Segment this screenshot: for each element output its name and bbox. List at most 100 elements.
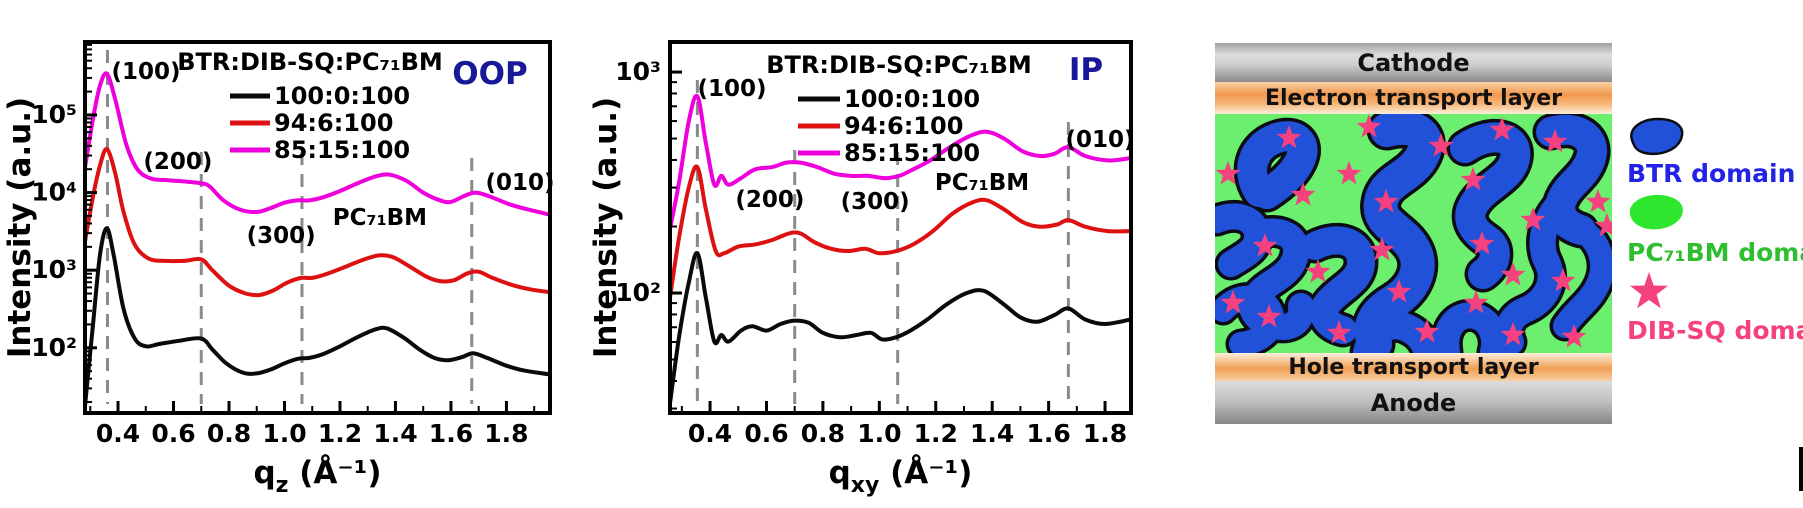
- oop-curves: [87, 71, 548, 407]
- dibsq-star-icon: [1630, 272, 1668, 309]
- ip-annotation-4: (010): [1065, 127, 1134, 153]
- dibsq-star-23: [1414, 319, 1440, 343]
- electron-transport-layer: Electron transport layer: [1215, 82, 1612, 114]
- oop-x-tick-label-1: 0.6: [151, 419, 195, 448]
- dibsq-star-2: [1428, 133, 1454, 157]
- etl-label: Electron transport layer: [1264, 85, 1562, 111]
- ip-y-ticks: [670, 70, 682, 410]
- dibsq-star-20: [1220, 290, 1246, 314]
- btr-domain-label: BTR domain: [1627, 159, 1796, 188]
- dibsq-star-22: [1326, 320, 1352, 344]
- oop-y-ticks: [85, 43, 97, 404]
- oop-annotation-4: (010): [486, 170, 555, 196]
- domain-legend: BTR domain PC₇₁BM domain DIB-SQ domain: [1620, 110, 1803, 360]
- dibsq-star-6: [1336, 161, 1362, 185]
- dibsq-star-7: [1290, 182, 1316, 206]
- dibsq-star-10: [1520, 207, 1546, 231]
- btr-domain-6: [1536, 114, 1607, 245]
- ip-legend-label-2: 85:15:100: [844, 139, 980, 167]
- oop-series-2-line: [87, 71, 548, 217]
- oop-annotation-1: (200): [143, 149, 212, 175]
- dibsq-star-26: [1594, 213, 1612, 237]
- ip-x-axis-label: qxy (Å⁻¹): [829, 454, 973, 498]
- btr-domain-10: [1433, 302, 1508, 353]
- oop-chart: 0.4 0.6 0.8 1.0 1.2 1.4 1.6 1.8 10⁵ 10⁴ 10³ 10² BTR:…: [2, 40, 555, 498]
- oop-x-tick-label-5: 1.4: [373, 419, 417, 448]
- dibsq-star-9: [1373, 189, 1399, 213]
- oop-legend-title: BTR:DIB-SQ:PC₇₁BM: [177, 48, 443, 76]
- dibsq-star-17: [1463, 290, 1489, 314]
- oop-panel-tag: OOP: [452, 56, 527, 92]
- ip-y-tick-label-1: 10²: [615, 278, 661, 307]
- oop-y-tick-label-2: 10³: [31, 255, 77, 284]
- dibsq-star-8: [1460, 167, 1486, 191]
- ip-x-tick-label-3: 1.0: [857, 419, 901, 448]
- giwaxs-charts: 0.4 0.6 0.8 1.0 1.2 1.4 1.6 1.8 10⁵ 10⁴ 10³ 10² BTR:…: [2, 40, 1134, 498]
- oop-legend-label-2: 85:15:100: [274, 136, 410, 164]
- btr-blob-shape: [1630, 117, 1684, 156]
- oop-x-tick-label-4: 1.2: [318, 419, 362, 448]
- ip-annotation-0: (100): [698, 76, 767, 102]
- btr-domain-7: [1495, 189, 1574, 353]
- dibsq-star-13: [1369, 237, 1395, 261]
- dibsq-star-1: [1356, 114, 1382, 138]
- oop-series-1-line: [87, 147, 548, 298]
- dibsq-star-4: [1542, 129, 1568, 153]
- ip-x-tick-label-1: 0.6: [744, 419, 788, 448]
- dibsq-domain-label: DIB-SQ domain: [1627, 316, 1803, 345]
- ip-series-1-line: [672, 164, 1129, 298]
- oop-plot-frame: [83, 40, 552, 415]
- dibsq-star-19: [1550, 268, 1576, 292]
- oop-annotation-3: PC₇₁BM: [333, 205, 427, 231]
- oop-x-ticks: [89, 401, 536, 413]
- active-layer: [1215, 114, 1612, 353]
- ip-x-tick-label-2: 0.8: [801, 419, 845, 448]
- pcbm-domain-label: PC₇₁BM domain: [1627, 238, 1803, 267]
- oop-annotation-0: (100): [112, 59, 181, 85]
- dibsq-star-16: [1386, 279, 1412, 303]
- ip-curves: [672, 93, 1129, 404]
- ip-legend-label-1: 94:6:100: [844, 112, 963, 140]
- btr-domain-9: [1353, 311, 1441, 353]
- ip-panel-tag: IP: [1069, 52, 1103, 88]
- oop-y-tick-label-0: 10⁵: [31, 100, 77, 129]
- oop-x-tick-label-7: 1.8: [484, 419, 528, 448]
- btr-domain-11: [1301, 226, 1375, 344]
- oop-x-tick-label-0: 0.4: [96, 419, 140, 448]
- anode-layer: Anode: [1215, 381, 1612, 424]
- dibsq-star-24: [1500, 322, 1526, 346]
- ip-chart: 0.4 0.6 0.8 1.0 1.2 1.4 1.6 1.8 10³ 10² BTR:DIB-SQ…: [588, 40, 1134, 498]
- oop-x-tick-label-3: 1.0: [262, 419, 306, 448]
- pcbm-blob-shape: [1629, 194, 1683, 230]
- ip-legend-label-0: 100:0:100: [844, 85, 980, 113]
- ip-x-tick-label-6: 1.6: [1026, 419, 1070, 448]
- htl-label: Hole transport layer: [1288, 354, 1539, 380]
- ip-y-tick-label-0: 10³: [615, 57, 661, 86]
- btr-domain-0: [1237, 121, 1318, 209]
- pcbm-blob-icon: [1629, 194, 1683, 230]
- anode-label: Anode: [1370, 388, 1457, 417]
- hole-transport-layer: Hole transport layer: [1215, 353, 1612, 381]
- device-schematic: Cathode Electron transport layer Hole tr…: [1215, 43, 1612, 424]
- oop-annotation-2: (300): [247, 223, 316, 249]
- oop-x-axis-label: qz (Å⁻¹): [253, 454, 381, 498]
- dibsq-star-11: [1252, 233, 1278, 257]
- dibsq-star-3: [1489, 117, 1515, 141]
- ip-x-tick-label-4: 1.2: [914, 419, 958, 448]
- btr-domain-4: [1354, 114, 1443, 353]
- dibsq-star-18: [1500, 262, 1526, 286]
- ip-legend: BTR:DIB-SQ:PC₇₁BM 100:0:10094:6:10085:15:…: [766, 51, 1032, 167]
- oop-x-tick-label-6: 1.6: [429, 419, 473, 448]
- ip-series-0-line: [672, 251, 1129, 404]
- oop-x-tick-label-2: 0.8: [207, 419, 251, 448]
- cathode-label: Cathode: [1357, 48, 1470, 77]
- btr-blob-icon: [1630, 117, 1684, 156]
- dibsq-star-21: [1256, 304, 1282, 328]
- oop-series-0-line: [87, 226, 548, 407]
- dibsq-star-14: [1469, 231, 1495, 255]
- dibsq-star-0: [1276, 125, 1302, 149]
- ip-x-tick-label-0: 0.4: [688, 419, 732, 448]
- dibsq-star-25: [1561, 324, 1587, 348]
- dibsq-star-15: [1305, 259, 1331, 283]
